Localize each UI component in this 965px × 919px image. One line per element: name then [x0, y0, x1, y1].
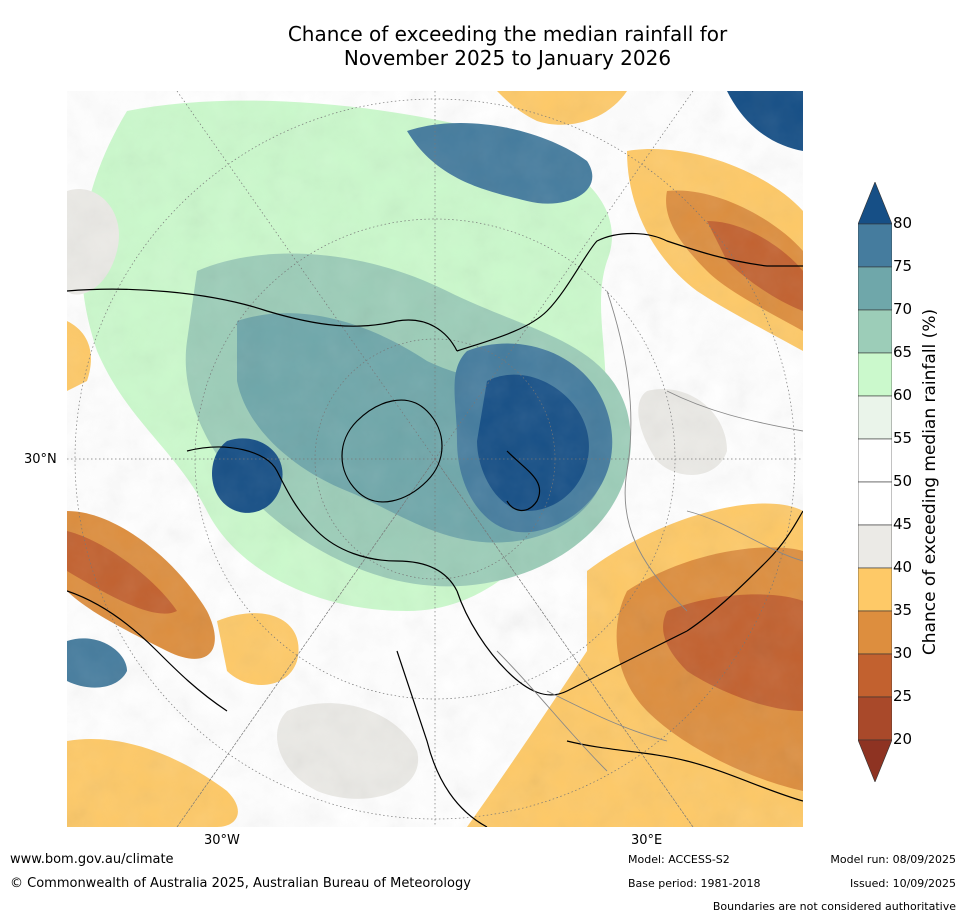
colorbar-tick-label: 25 [893, 687, 913, 705]
title-line-2: November 2025 to January 2026 [343, 46, 672, 70]
map-title: Chance of exceeding the median rainfall … [150, 22, 865, 70]
colorbar-band [858, 266, 892, 311]
colorbar-band [858, 481, 892, 526]
footer-issued: Issued: 10/09/2025 [849, 877, 956, 890]
colorbar-arrow-bottom [858, 739, 892, 782]
colorbar-tick-label: 65 [893, 343, 913, 361]
colorbar [858, 182, 892, 782]
colorbar-tick-label: 60 [893, 386, 913, 404]
footer-url: www.bom.gov.au/climate [10, 852, 174, 867]
rainfall-map [67, 91, 803, 827]
title-line-1: Chance of exceeding the median rainfall … [287, 22, 728, 46]
colorbar-tick-label: 40 [893, 558, 913, 576]
colorbar-segments [858, 182, 892, 782]
colorbar-band [858, 352, 892, 397]
coastlines [67, 232, 803, 827]
colorbar-band [858, 524, 892, 569]
colorbar-tick-label: 45 [893, 515, 913, 533]
footer-model-run: Model run: 08/09/2025 [830, 853, 956, 866]
country-borders [496, 290, 803, 772]
colorbar-band [858, 438, 892, 483]
lon-30w-label: 30°W [204, 833, 240, 848]
colorbar-band [858, 223, 892, 268]
footer-model: Model: ACCESS-S2 [628, 853, 730, 866]
colorbar-band [858, 567, 892, 612]
colorbar-band [858, 309, 892, 354]
colorbar-tick-label: 30 [893, 644, 913, 662]
footer-disclaimer: Boundaries are not considered authoritat… [712, 900, 956, 913]
footer-base-period: Base period: 1981-2018 [628, 877, 761, 890]
colorbar-arrow-top [858, 182, 892, 225]
footer-copyright: © Commonwealth of Australia 2025, Austra… [10, 876, 471, 891]
colorbar-band [858, 610, 892, 655]
lon-30e-label: 30°E [631, 833, 663, 848]
colorbar-band [858, 653, 892, 698]
colorbar-label-text: Chance of exceeding median rainfall (%) [920, 308, 940, 656]
graticule [67, 91, 803, 827]
lat-30n-label: 30°N [24, 452, 57, 467]
colorbar-tick-label: 55 [893, 429, 913, 447]
colorbar-tick-label: 70 [893, 300, 913, 318]
colorbar-tick-label: 20 [893, 730, 913, 748]
colorbar-band [858, 395, 892, 440]
colorbar-band [858, 696, 892, 741]
colorbar-tick-label: 35 [893, 601, 913, 619]
colorbar-tick-label: 75 [893, 257, 913, 275]
colorbar-tick-label: 80 [893, 214, 913, 232]
colorbar-tick-label: 50 [893, 472, 913, 490]
